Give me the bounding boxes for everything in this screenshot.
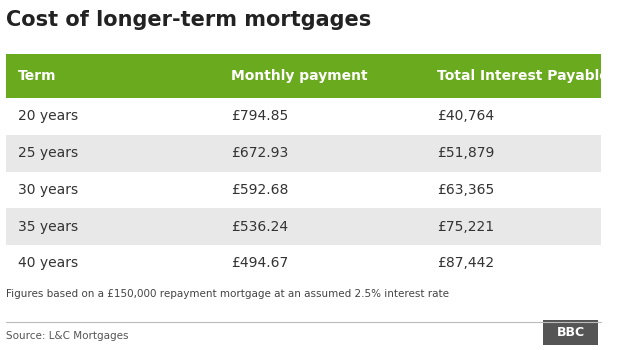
Text: Term: Term [18, 69, 57, 83]
FancyBboxPatch shape [6, 245, 601, 282]
FancyBboxPatch shape [6, 172, 601, 208]
Text: 20 years: 20 years [18, 109, 78, 124]
Text: Source: L&C Mortgages: Source: L&C Mortgages [6, 331, 129, 341]
FancyBboxPatch shape [6, 54, 601, 98]
Text: 25 years: 25 years [18, 146, 78, 160]
FancyBboxPatch shape [6, 98, 601, 135]
Text: £75,221: £75,221 [437, 220, 494, 234]
Text: BBC: BBC [557, 326, 585, 339]
Text: £87,442: £87,442 [437, 256, 494, 270]
Text: £40,764: £40,764 [437, 109, 494, 124]
Text: 35 years: 35 years [18, 220, 78, 234]
Text: £63,365: £63,365 [437, 183, 494, 197]
Text: £536.24: £536.24 [230, 220, 288, 234]
FancyBboxPatch shape [6, 208, 601, 245]
Text: Cost of longer-term mortgages: Cost of longer-term mortgages [6, 10, 371, 30]
Text: £51,879: £51,879 [437, 146, 495, 160]
FancyBboxPatch shape [543, 320, 598, 345]
Text: Total Interest Payable: Total Interest Payable [437, 69, 609, 83]
Text: 30 years: 30 years [18, 183, 78, 197]
Text: £592.68: £592.68 [230, 183, 288, 197]
Text: Monthly payment: Monthly payment [230, 69, 367, 83]
Text: £494.67: £494.67 [230, 256, 288, 270]
Text: Figures based on a £150,000 repayment mortgage at an assumed 2.5% interest rate: Figures based on a £150,000 repayment mo… [6, 289, 449, 299]
Text: £794.85: £794.85 [230, 109, 288, 124]
Text: 40 years: 40 years [18, 256, 78, 270]
Text: £672.93: £672.93 [230, 146, 288, 160]
FancyBboxPatch shape [6, 135, 601, 172]
